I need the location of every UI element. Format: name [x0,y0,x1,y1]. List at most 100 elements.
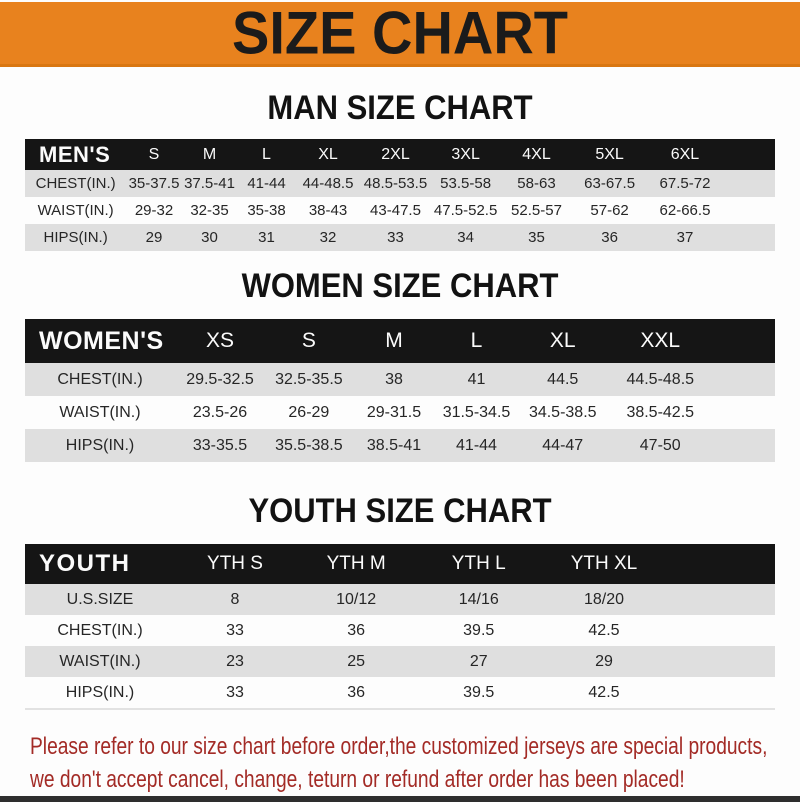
size-column-header: YTH S [175,544,295,584]
table-category-label: WOMEN'S [25,319,175,363]
size-cell: 53.5-58 [430,170,501,197]
size-cell: 38.5-42.5 [607,396,713,429]
size-cell: 44.5-48.5 [607,363,713,396]
size-cell: 18/20 [540,584,668,615]
size-cell: 29 [540,646,668,677]
size-cell: 36 [295,615,418,646]
size-cell: 42.5 [540,615,668,646]
size-column-header: XL [517,319,608,363]
size-cell: 44-47 [517,429,608,462]
filler-cell [667,544,775,584]
size-column-header: M [352,319,436,363]
row-label: U.S.SIZE [25,584,175,615]
youth-section: YOUTH SIZE CHART YOUTH YTH S YTH M YTH L YTH… [0,490,800,710]
measure-row: CHEST(IN.) 35-37.5 37.5-41 41-44 44-48.5 48.5… [25,170,775,197]
row-label: WAIST(IN.) [25,197,127,224]
size-cell: 57-62 [572,197,647,224]
size-cell: 29-31.5 [352,396,436,429]
size-column-header: L [237,139,296,170]
measure-row: HIPS(IN.) 29 30 31 32 33 34 35 36 37 [25,224,775,251]
size-cell: 30 [181,224,238,251]
size-cell: 48.5-53.5 [360,170,431,197]
size-cell: 26-29 [265,396,353,429]
size-column-header: XS [175,319,265,363]
table-category-label: YOUTH [25,544,175,584]
size-chart-banner: SIZE CHART [0,2,800,67]
youth-section-heading: YOUTH SIZE CHART [248,490,552,531]
size-header-band: YOUTH YTH S YTH M YTH L YTH XL [25,544,775,584]
size-column-header: M [181,139,238,170]
size-cell: 23.5-26 [175,396,265,429]
row-label: CHEST(IN.) [25,615,175,646]
order-note: Please refer to our size chart before or… [30,730,800,796]
size-column-header: 6XL [646,139,724,170]
size-column-header: YTH L [417,544,541,584]
measure-row: WAIST(IN.) 23 25 27 29 [25,646,775,677]
size-cell: 39.5 [417,677,541,710]
size-cell: 33 [175,677,295,710]
size-cell: 31.5-34.5 [435,396,518,429]
order-note-line-1: Please refer to our size chart before or… [30,733,768,760]
size-column-header: L [435,319,518,363]
filler-cell [723,224,775,251]
filler-cell [667,646,775,677]
size-cell: 67.5-72 [646,170,724,197]
size-cell: 32.5-35.5 [265,363,353,396]
size-cell: 29.5-32.5 [175,363,265,396]
size-cell: 31 [237,224,296,251]
size-cell: 32 [295,224,361,251]
size-cell: 35-38 [237,197,296,224]
row-label: HIPS(IN.) [25,677,175,710]
measure-row: CHEST(IN.) 29.5-32.5 32.5-35.5 38 41 44.5 44.5… [25,363,775,396]
men-section-heading: MAN SIZE CHART [267,87,533,128]
size-header-band: MEN'S S M L XL 2XL 3XL 4XL 5XL 6XL [25,139,775,170]
measure-row: U.S.SIZE 8 10/12 14/16 18/20 [25,584,775,615]
size-cell: 38-43 [295,197,361,224]
row-label: HIPS(IN.) [25,429,175,462]
size-cell: 34.5-38.5 [517,396,608,429]
size-cell: 44-48.5 [295,170,361,197]
measure-row: HIPS(IN.) 33 36 39.5 42.5 [25,677,775,710]
size-column-header: 3XL [430,139,501,170]
size-column-header: 4XL [500,139,573,170]
size-cell: 52.5-57 [500,197,573,224]
size-cell: 41-44 [435,429,518,462]
size-column-header: 2XL [360,139,431,170]
size-cell: 23 [175,646,295,677]
men-size-table: MEN'S S M L XL 2XL 3XL 4XL 5XL 6XL CHEST(IN.) 35-37… [25,139,775,251]
size-cell: 36 [295,677,418,710]
size-column-header: YTH XL [540,544,668,584]
size-cell: 29 [126,224,182,251]
size-column-header: S [126,139,182,170]
measure-row: WAIST(IN.) 29-32 32-35 35-38 38-43 43-47.5 47.… [25,197,775,224]
size-column-header: 5XL [572,139,647,170]
filler-cell [723,170,775,197]
size-cell: 37.5-41 [181,170,238,197]
filler-cell [723,139,775,170]
size-cell: 14/16 [417,584,541,615]
table-category-label: MEN'S [25,139,127,170]
size-cell: 29-32 [126,197,182,224]
size-cell: 35 [500,224,573,251]
size-column-header: S [265,319,353,363]
row-label: CHEST(IN.) [25,170,127,197]
size-cell: 58-63 [500,170,573,197]
size-column-header: YTH M [295,544,418,584]
row-label: HIPS(IN.) [25,224,127,251]
women-section: WOMEN SIZE CHART WOMEN'S XS S M L XL XXL CHEST(… [0,266,800,462]
size-cell: 47-50 [607,429,713,462]
measure-row: CHEST(IN.) 33 36 39.5 42.5 [25,615,775,646]
size-column-header: XXL [607,319,713,363]
size-cell: 62-66.5 [646,197,724,224]
women-size-table: WOMEN'S XS S M L XL XXL CHEST(IN.) 29.5-32.5 32.5… [25,319,775,462]
size-cell: 41-44 [237,170,296,197]
measure-row: WAIST(IN.) 23.5-26 26-29 29-31.5 31.5-34.5 34… [25,396,775,429]
size-cell: 27 [417,646,541,677]
youth-size-table: YOUTH YTH S YTH M YTH L YTH XL U.S.SIZE 8 10/12… [25,544,775,710]
size-column-header: XL [295,139,361,170]
bottom-edge-strip [0,796,800,802]
size-cell: 38 [352,363,436,396]
size-cell: 37 [646,224,724,251]
filler-cell [667,677,775,710]
size-cell: 33 [360,224,431,251]
